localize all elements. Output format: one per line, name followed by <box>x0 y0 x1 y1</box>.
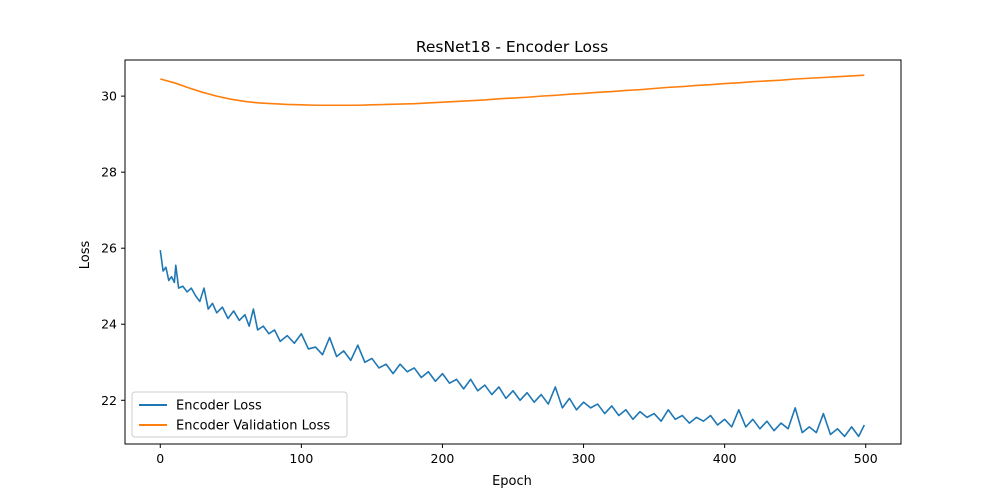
x-axis: 0 100 200 300 400 500 <box>156 444 878 466</box>
series-line-encoder-loss <box>159 249 866 438</box>
chart-title: ResNet18 - Encoder Loss <box>416 38 608 56</box>
y-tick-label: 26 <box>101 241 117 256</box>
x-axis-label: Epoch <box>492 474 532 489</box>
y-tick-label: 28 <box>101 165 117 180</box>
x-tick-label: 100 <box>289 451 313 466</box>
plot-area <box>159 74 866 438</box>
legend-box <box>131 391 348 438</box>
y-axis: 22 24 26 28 30 <box>101 89 125 408</box>
x-tick-label: 200 <box>431 451 455 466</box>
y-axis-label: Loss <box>78 241 93 270</box>
x-tick-label: 400 <box>713 451 737 466</box>
x-tick-label: 500 <box>854 451 878 466</box>
x-tick-label: 0 <box>156 451 164 466</box>
series-line-encoder-validation-loss <box>160 74 865 107</box>
plot-frame <box>124 59 902 445</box>
y-tick-label: 30 <box>101 89 117 104</box>
y-tick-label: 24 <box>101 317 117 332</box>
legend-label-encoder-loss: Encoder Loss <box>176 399 262 414</box>
y-tick-label: 22 <box>101 393 117 408</box>
legend: Encoder Loss Encoder Validation Loss <box>131 391 348 438</box>
x-tick-label: 300 <box>572 451 596 466</box>
legend-label-encoder-validation-loss: Encoder Validation Loss <box>176 419 330 434</box>
